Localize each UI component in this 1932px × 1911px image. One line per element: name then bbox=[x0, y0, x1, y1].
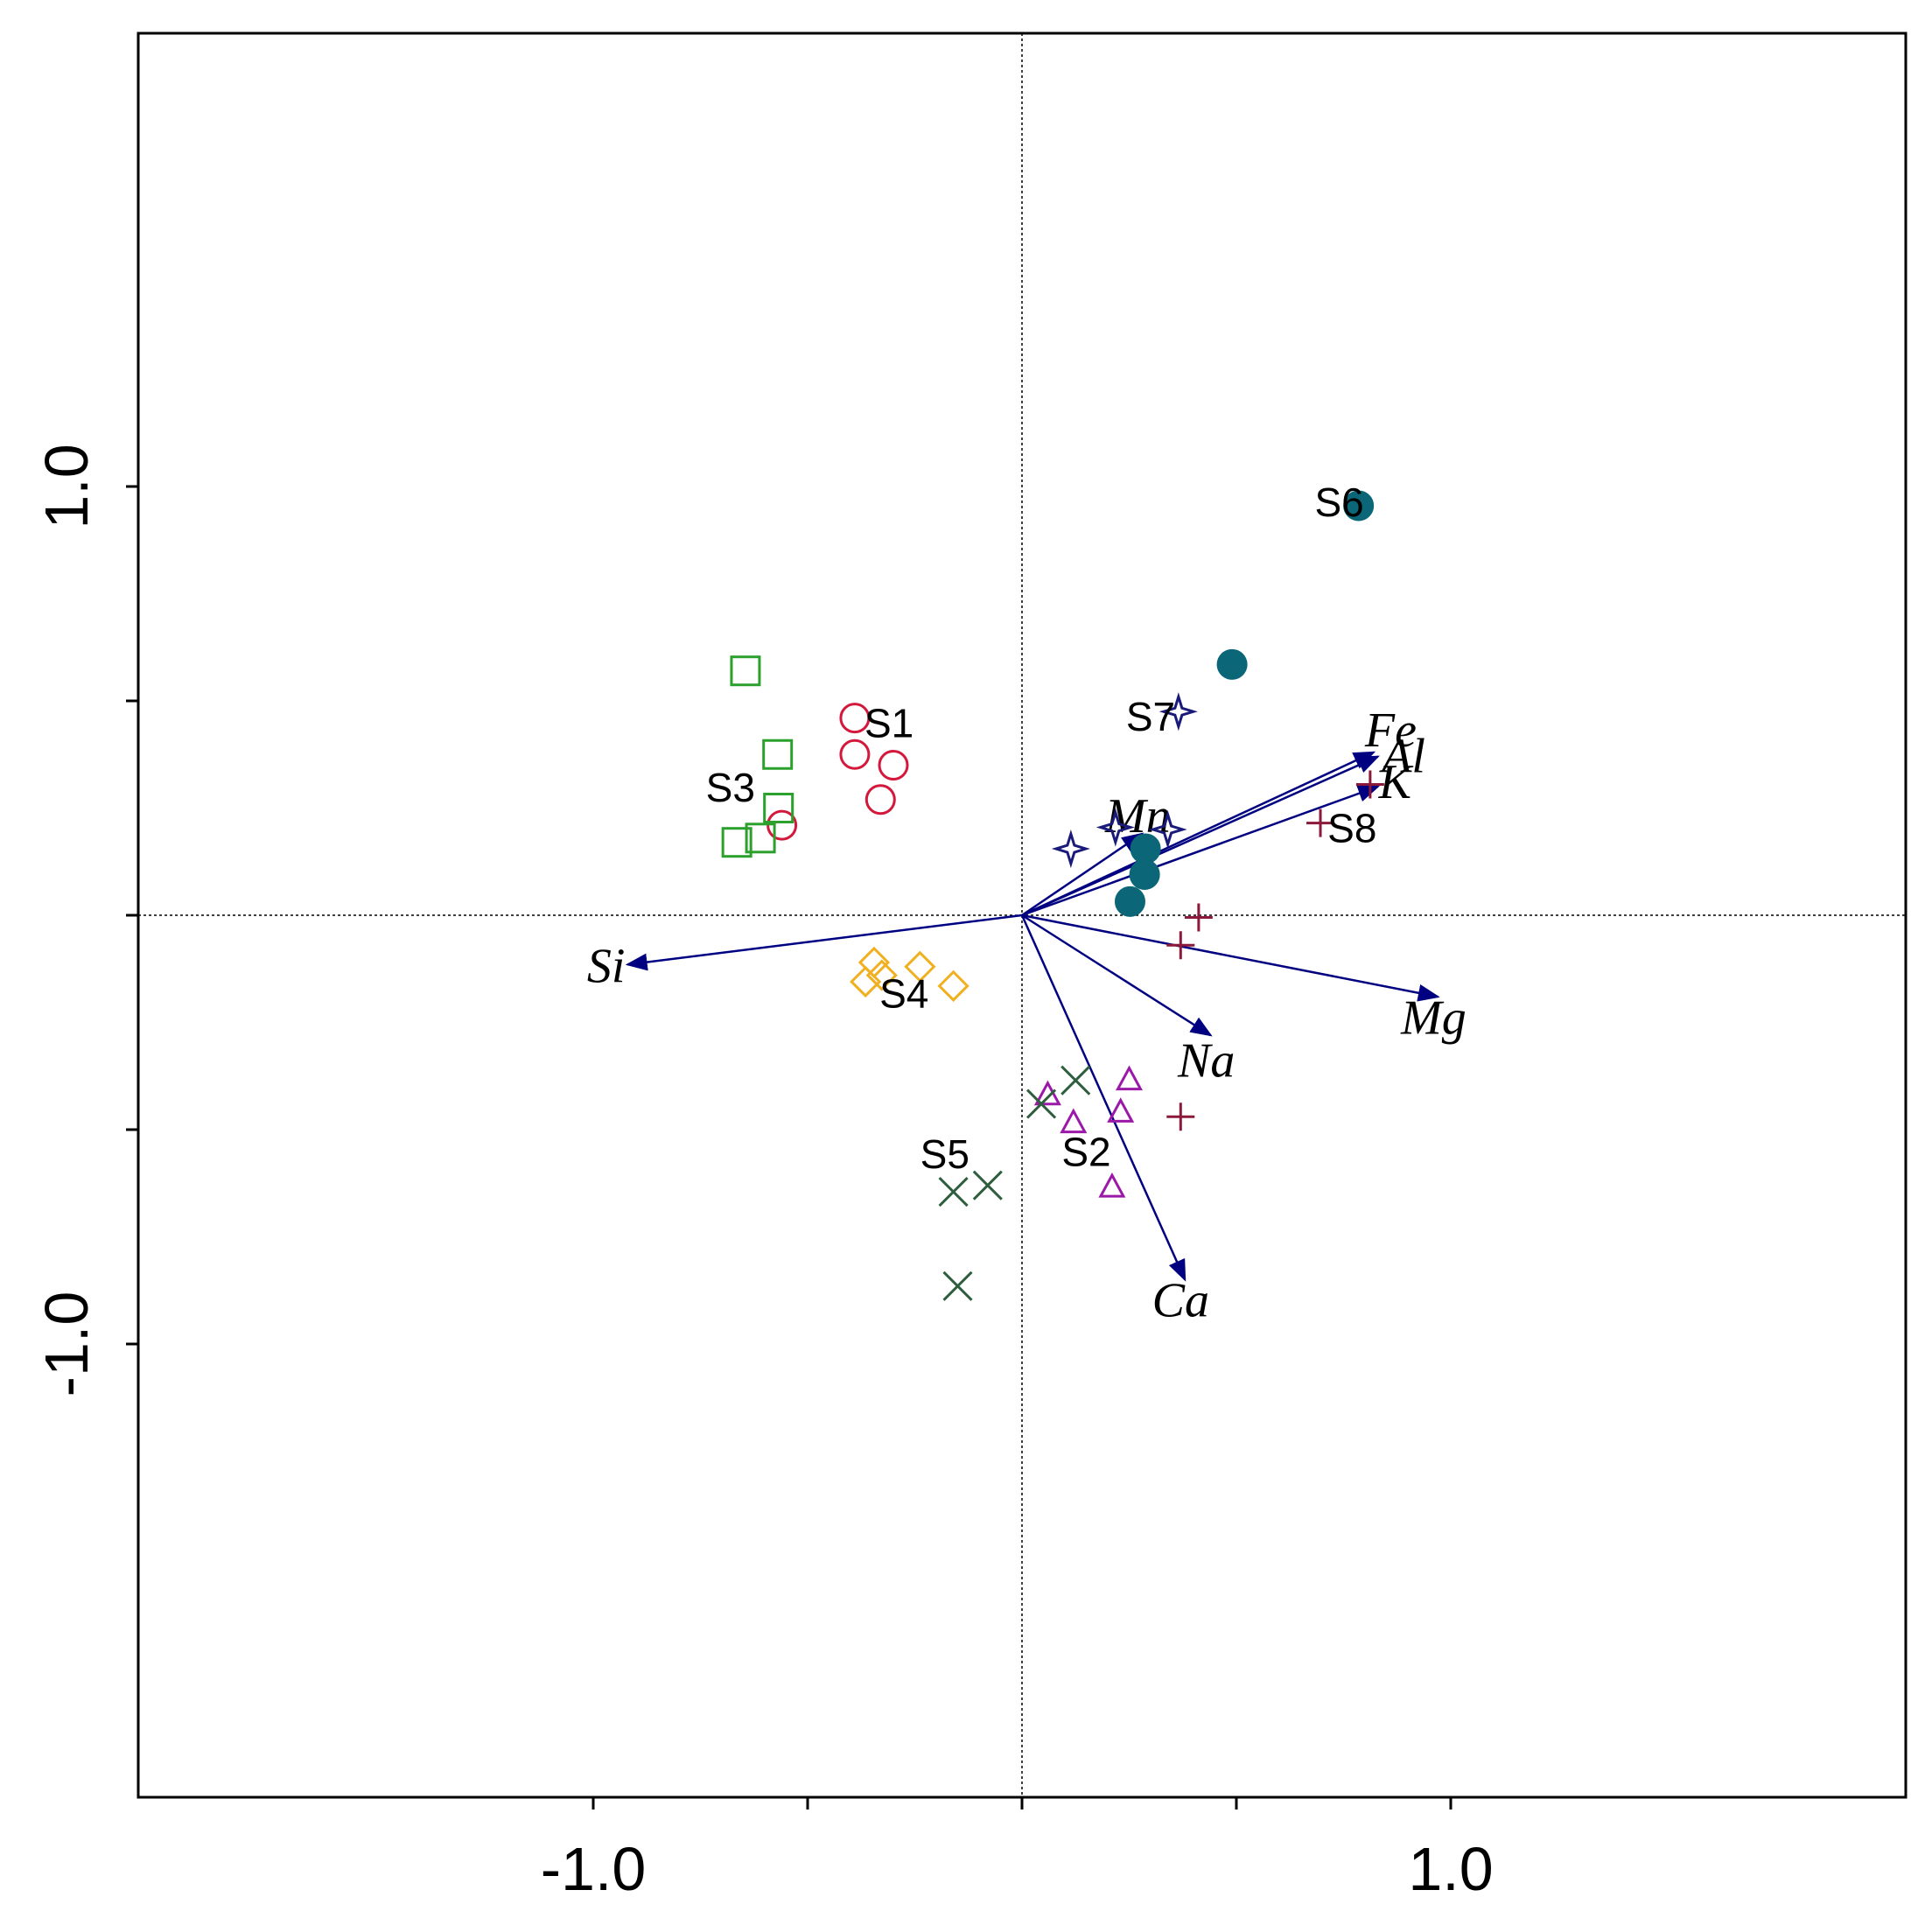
group-label-s5: S5 bbox=[920, 1131, 970, 1177]
vector-ca-label: Ca bbox=[1152, 1274, 1209, 1328]
x-axis: -1.0 1.0 bbox=[541, 1797, 1494, 1903]
x-tick-label: 1.0 bbox=[1408, 1835, 1493, 1903]
point-s2 bbox=[1098, 1172, 1126, 1198]
point-s6 bbox=[1130, 833, 1161, 864]
point-s2 bbox=[1060, 1108, 1088, 1134]
vector-na-label: Na bbox=[1177, 1033, 1235, 1088]
point-s5 bbox=[942, 1270, 973, 1301]
point-s3 bbox=[762, 738, 794, 770]
vector-si-label: Si bbox=[587, 940, 626, 994]
point-s8 bbox=[1166, 931, 1195, 960]
point-s2 bbox=[1115, 1065, 1144, 1091]
y-axis: -1.0 1.0 bbox=[32, 444, 138, 1396]
vector-mg-label: Mg bbox=[1400, 990, 1466, 1045]
point-s3 bbox=[730, 655, 761, 687]
point-s8 bbox=[1306, 808, 1335, 837]
point-s4 bbox=[865, 959, 898, 991]
vector-k-label: K bbox=[1378, 755, 1414, 809]
vector-si-arrow bbox=[625, 914, 1023, 971]
vector-k-arrow bbox=[1021, 785, 1381, 917]
group-label-s1: S1 bbox=[864, 701, 914, 746]
vector-ca-arrow bbox=[1020, 914, 1186, 1282]
point-s3 bbox=[763, 793, 794, 823]
point-s4 bbox=[937, 970, 970, 1002]
vector-mn-arrow bbox=[1021, 832, 1144, 917]
y-tick-label: 1.0 bbox=[32, 444, 101, 528]
group-label-s8: S8 bbox=[1327, 806, 1376, 851]
point-s8 bbox=[1184, 903, 1213, 932]
vector-al-arrow bbox=[1021, 755, 1380, 917]
point-s5 bbox=[1060, 1065, 1091, 1096]
point-s6 bbox=[1129, 858, 1160, 890]
point-s8 bbox=[1166, 1102, 1195, 1131]
group-label-s2: S2 bbox=[1061, 1130, 1110, 1175]
vector-al-label: Al bbox=[1378, 729, 1425, 783]
group-label-s7: S7 bbox=[1126, 694, 1175, 739]
point-s7 bbox=[1148, 809, 1187, 850]
point-s3 bbox=[721, 827, 752, 858]
point-s7 bbox=[1096, 808, 1135, 847]
point-s1 bbox=[839, 738, 871, 770]
vector-na-arrow bbox=[1021, 914, 1213, 1037]
point-s5 bbox=[1026, 1088, 1057, 1119]
vector-mg-arrow bbox=[1021, 914, 1440, 1002]
point-s8 bbox=[1355, 770, 1384, 799]
point-s1 bbox=[864, 784, 896, 816]
group-label-s4: S4 bbox=[879, 970, 928, 1016]
point-s1 bbox=[839, 703, 871, 734]
point-s1 bbox=[878, 750, 909, 780]
x-tick-label: -1.0 bbox=[541, 1835, 647, 1903]
point-s4 bbox=[904, 950, 936, 983]
point-s7 bbox=[1051, 829, 1090, 869]
point-s6 bbox=[1114, 886, 1145, 917]
group-labels: S1 S2 S3 S4 S5 S6 S7 S8 bbox=[706, 480, 1377, 1177]
point-s4 bbox=[850, 965, 882, 998]
vector-fe-label: Fe bbox=[1364, 704, 1417, 758]
point-s2 bbox=[1107, 1097, 1135, 1123]
point-s5 bbox=[972, 1170, 1003, 1200]
point-s6 bbox=[1216, 648, 1248, 680]
group-label-s3: S3 bbox=[706, 765, 755, 810]
point-s7 bbox=[1158, 692, 1198, 732]
point-s6 bbox=[1343, 490, 1375, 522]
sample-points bbox=[721, 490, 1384, 1301]
point-s5 bbox=[938, 1176, 969, 1208]
y-tick-label: -1.0 bbox=[32, 1292, 101, 1397]
point-s3 bbox=[745, 822, 776, 854]
group-label-s6: S6 bbox=[1314, 480, 1363, 525]
